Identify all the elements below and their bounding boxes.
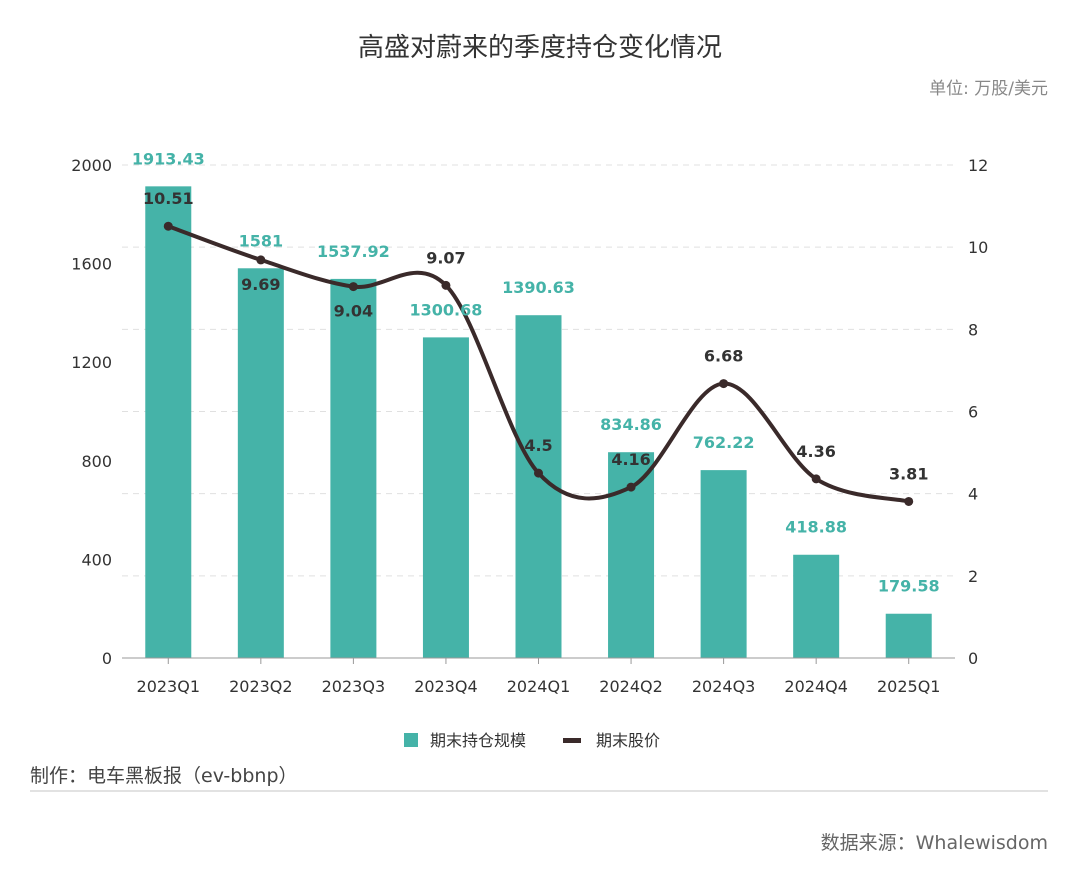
bar — [330, 278, 377, 658]
legend-line-label: 期末股价 — [596, 731, 660, 750]
x-tick-label: 2023Q2 — [229, 677, 293, 696]
price-value-label: 9.69 — [241, 275, 280, 294]
y-left-tick-label: 1600 — [71, 255, 112, 274]
y-right-tick-label: 0 — [968, 649, 978, 668]
price-point — [348, 282, 358, 292]
y-left-tick-label: 400 — [81, 550, 112, 569]
price-point — [256, 255, 266, 265]
bar-value-label: 1913.43 — [132, 149, 205, 168]
price-value-label: 4.5 — [524, 436, 552, 455]
bar-value-label: 1581 — [239, 231, 284, 250]
bar — [237, 268, 284, 658]
x-tick-label: 2023Q3 — [322, 677, 386, 696]
bar-value-label: 762.22 — [693, 433, 755, 452]
x-tick-label: 2023Q4 — [414, 677, 478, 696]
price-value-label: 4.36 — [796, 442, 835, 461]
price-value-label: 10.51 — [143, 189, 194, 208]
bar — [885, 613, 932, 658]
legend: 期末持仓规模 期末股价 — [404, 731, 660, 750]
y-right-tick-label: 4 — [968, 485, 978, 504]
price-point — [534, 468, 543, 478]
bar-value-label: 1390.63 — [502, 278, 575, 297]
y-right-tick-label: 12 — [968, 156, 988, 175]
unit-label: 单位: 万股/美元 — [929, 79, 1048, 99]
y-right-tick-label: 2 — [968, 567, 978, 586]
footer-divider — [30, 790, 1048, 792]
bar-value-label: 179.58 — [878, 577, 940, 596]
price-point — [441, 280, 451, 290]
price-point — [904, 496, 914, 506]
legend-bar-label: 期末持仓规模 — [430, 731, 526, 750]
x-tick-label: 2024Q2 — [599, 677, 663, 696]
bar — [700, 470, 747, 658]
price-point — [719, 379, 729, 389]
legend-bar-swatch — [404, 733, 418, 747]
bar — [422, 337, 469, 658]
y-left-tick-label: 0 — [102, 649, 112, 668]
bar-value-label: 834.86 — [600, 415, 662, 434]
price-point — [626, 482, 636, 492]
maker-credit: 制作：电车黑板报（ev-bbnp） — [30, 765, 298, 787]
y-right-tick-label: 8 — [968, 320, 978, 339]
price-value-label: 3.81 — [889, 464, 928, 483]
price-point — [163, 221, 173, 231]
y-left-tick-label: 1200 — [71, 353, 112, 372]
chart-title: 高盛对蔚来的季度持仓变化情况 — [358, 33, 722, 63]
x-tick-label: 2024Q1 — [507, 677, 571, 696]
y-right-tick-label: 6 — [968, 403, 978, 422]
bar-value-label: 1537.92 — [317, 242, 390, 261]
bar-value-label: 1300.68 — [410, 300, 483, 319]
price-point — [811, 474, 821, 484]
y-left-tick-label: 800 — [81, 452, 112, 471]
y-right-tick-label: 10 — [968, 238, 988, 257]
x-tick-label: 2023Q1 — [137, 677, 201, 696]
source-credit: 数据来源：Whalewisdom — [821, 832, 1048, 854]
x-tick-label: 2024Q3 — [692, 677, 756, 696]
price-value-label: 9.04 — [334, 302, 373, 321]
price-value-label: 4.16 — [611, 450, 650, 469]
price-value-label: 9.07 — [426, 248, 465, 267]
price-value-label: 6.68 — [704, 347, 743, 366]
bar — [793, 554, 840, 658]
bar-value-label: 418.88 — [785, 518, 847, 537]
bar — [145, 186, 192, 658]
x-tick-label: 2024Q4 — [784, 677, 848, 696]
legend-line-swatch — [563, 738, 581, 743]
x-tick-label: 2025Q1 — [877, 677, 941, 696]
y-left-tick-label: 2000 — [71, 156, 112, 175]
